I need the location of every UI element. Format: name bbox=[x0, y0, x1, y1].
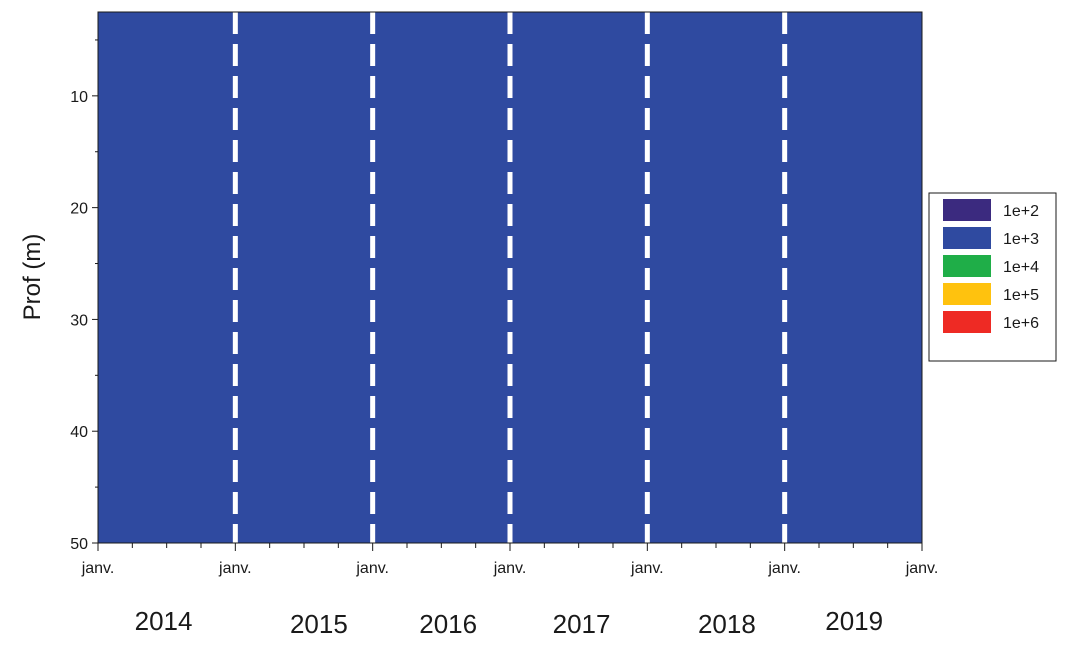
y-tick-label: 20 bbox=[70, 201, 88, 218]
y-tick-label: 50 bbox=[70, 536, 88, 553]
x-axis: janv. janv. janv. janv. janv. janv. janv. bbox=[81, 543, 939, 577]
year-label: 2019 bbox=[825, 606, 883, 636]
year-labels: 2014 2015 2016 2017 2018 2019 bbox=[135, 606, 884, 639]
year-label: 2015 bbox=[290, 609, 348, 639]
x-tick-label: janv. bbox=[905, 560, 939, 577]
plot-area bbox=[97, 11, 923, 544]
x-tick-label: janv. bbox=[355, 560, 389, 577]
legend-swatch bbox=[943, 283, 991, 305]
year-label: 2017 bbox=[553, 609, 611, 639]
legend-label: 1e+4 bbox=[1003, 259, 1039, 276]
legend-label: 1e+5 bbox=[1003, 287, 1039, 304]
legend-swatch bbox=[943, 199, 991, 221]
legend-label: 1e+2 bbox=[1003, 203, 1039, 220]
legend-swatch bbox=[943, 255, 991, 277]
year-label: 2014 bbox=[135, 606, 193, 636]
y-tick-label: 40 bbox=[70, 424, 88, 441]
year-label: 2018 bbox=[698, 609, 756, 639]
legend-label: 1e+6 bbox=[1003, 315, 1039, 332]
x-tick-label: janv. bbox=[218, 560, 252, 577]
x-tick-label: janv. bbox=[81, 560, 115, 577]
x-tick-label: janv. bbox=[767, 560, 801, 577]
x-tick-label: janv. bbox=[630, 560, 664, 577]
y-tick-label: 30 bbox=[70, 312, 88, 329]
y-tick-label: 10 bbox=[70, 89, 88, 106]
year-label: 2016 bbox=[419, 609, 477, 639]
x-tick-label: janv. bbox=[493, 560, 527, 577]
legend-label: 1e+3 bbox=[1003, 231, 1039, 248]
y-axis: 10 20 30 40 50 bbox=[70, 39, 98, 553]
legend: 1e+2 1e+3 1e+4 1e+5 1e+6 bbox=[928, 192, 1057, 362]
y-axis-title: Prof (m) bbox=[19, 234, 46, 321]
year-dividers bbox=[232, 12, 788, 543]
legend-swatch bbox=[943, 311, 991, 333]
legend-swatch bbox=[943, 227, 991, 249]
